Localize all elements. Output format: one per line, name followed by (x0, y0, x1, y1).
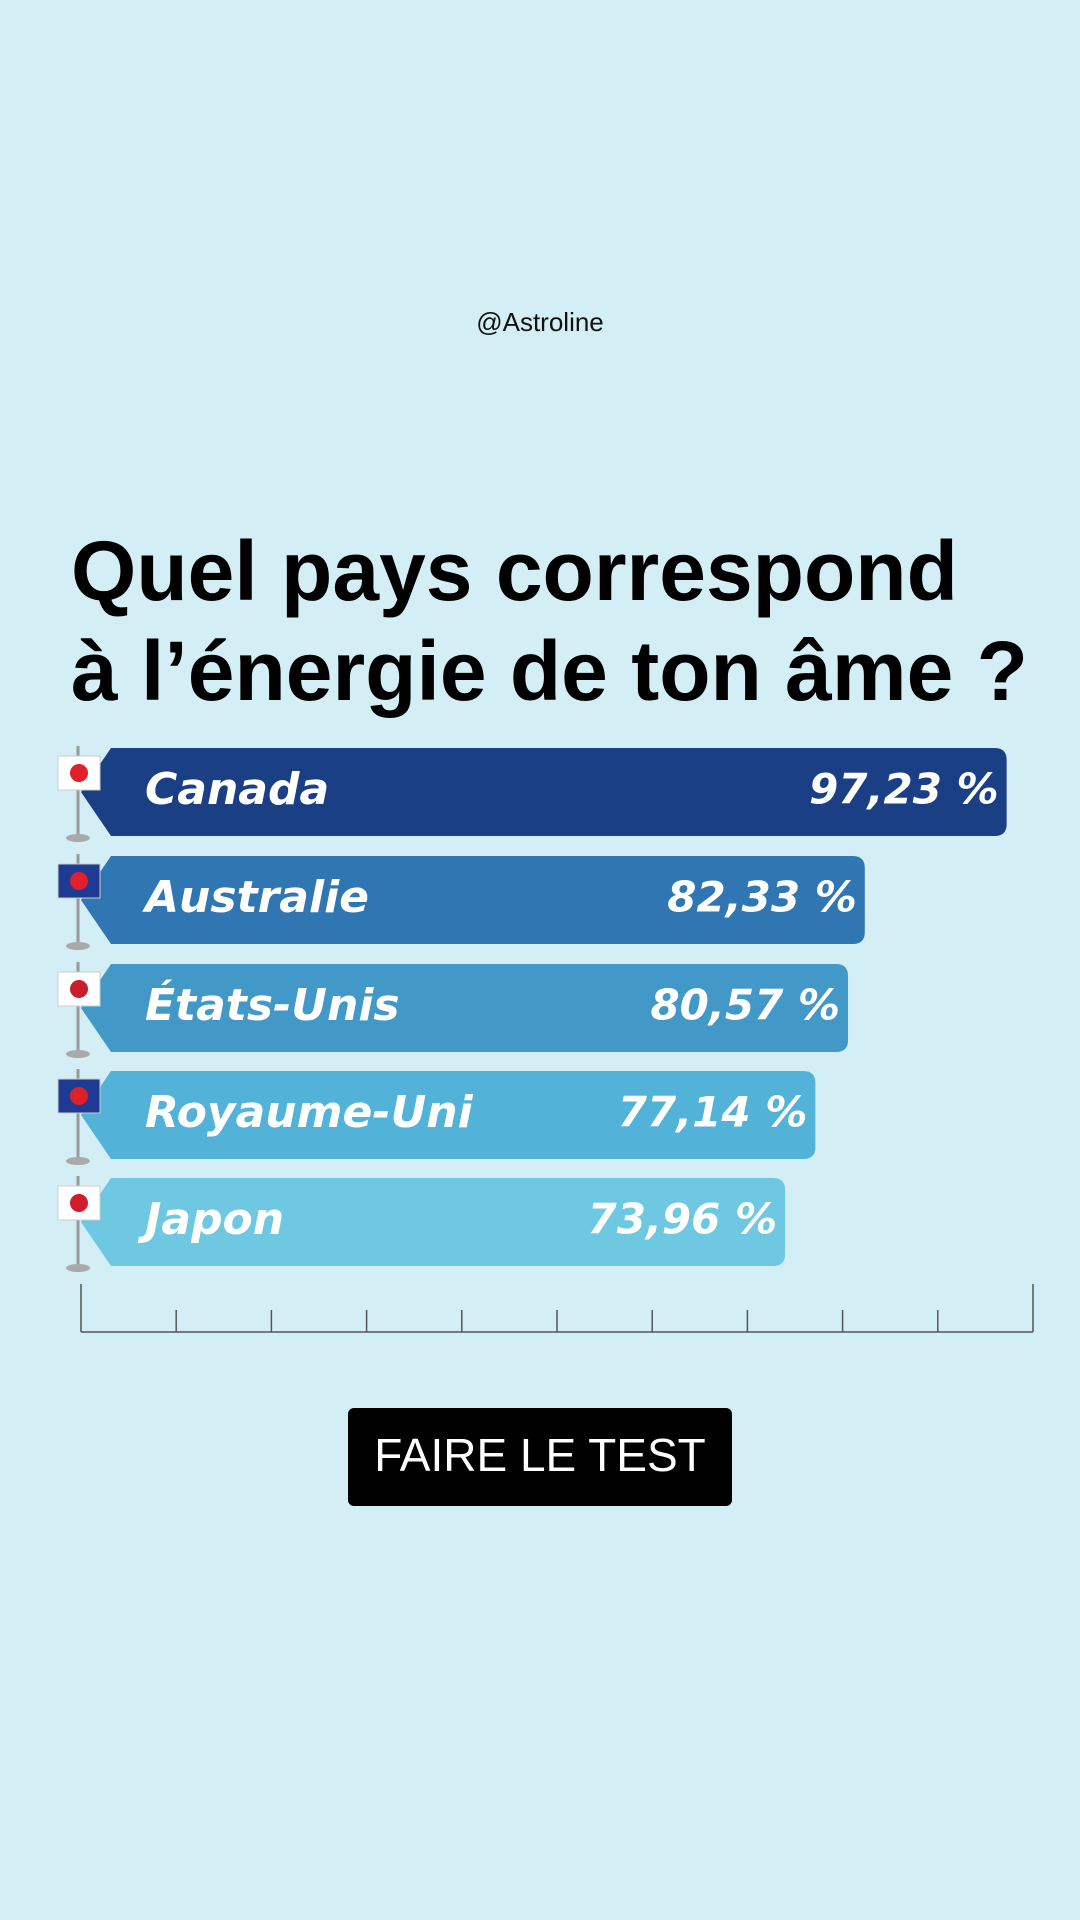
bar (81, 1178, 786, 1266)
button[interactable]: FAIRE LE TEST (348, 1408, 732, 1506)
flag-base (66, 1264, 90, 1272)
flag-icon (57, 746, 101, 842)
flag-emblem (70, 1087, 88, 1105)
flag-icon (57, 1069, 101, 1165)
flag-base (66, 942, 90, 950)
value-label: 73,96 % (588, 1195, 778, 1244)
flag-emblem (70, 980, 88, 998)
bar (81, 964, 849, 1052)
category-label: États-Unis (145, 978, 400, 1031)
flag-emblem (70, 872, 88, 890)
category-label: Canada (145, 764, 329, 815)
value-label: 80,57 % (650, 981, 840, 1030)
category-label: Royaume-Uni (145, 1087, 474, 1138)
button-label[interactable]: FAIRE LE TEST (374, 1429, 705, 1481)
category-label: Japon (137, 1194, 284, 1245)
button-bg[interactable] (348, 1408, 732, 1506)
flag-base (66, 834, 90, 842)
chart-title: Quel pays correspond (71, 524, 958, 618)
flag-icon (57, 962, 101, 1058)
value-label: 77,14 % (618, 1088, 808, 1137)
handle: @Astroline (476, 307, 604, 337)
flag-base (66, 1050, 90, 1058)
bar (81, 748, 1007, 836)
bar (81, 856, 865, 944)
value-label: 97,23 % (809, 765, 999, 814)
value-label: 82,33 % (667, 873, 857, 922)
flag-icon (57, 854, 101, 950)
flag-base (66, 1157, 90, 1165)
flag-emblem (70, 1194, 88, 1212)
chart-title: à l’énergie de ton âme ? (71, 624, 1028, 718)
flag-icon (57, 1176, 101, 1272)
flag-emblem (70, 764, 88, 782)
bar (81, 1071, 816, 1159)
category-label: Australie (142, 872, 369, 923)
